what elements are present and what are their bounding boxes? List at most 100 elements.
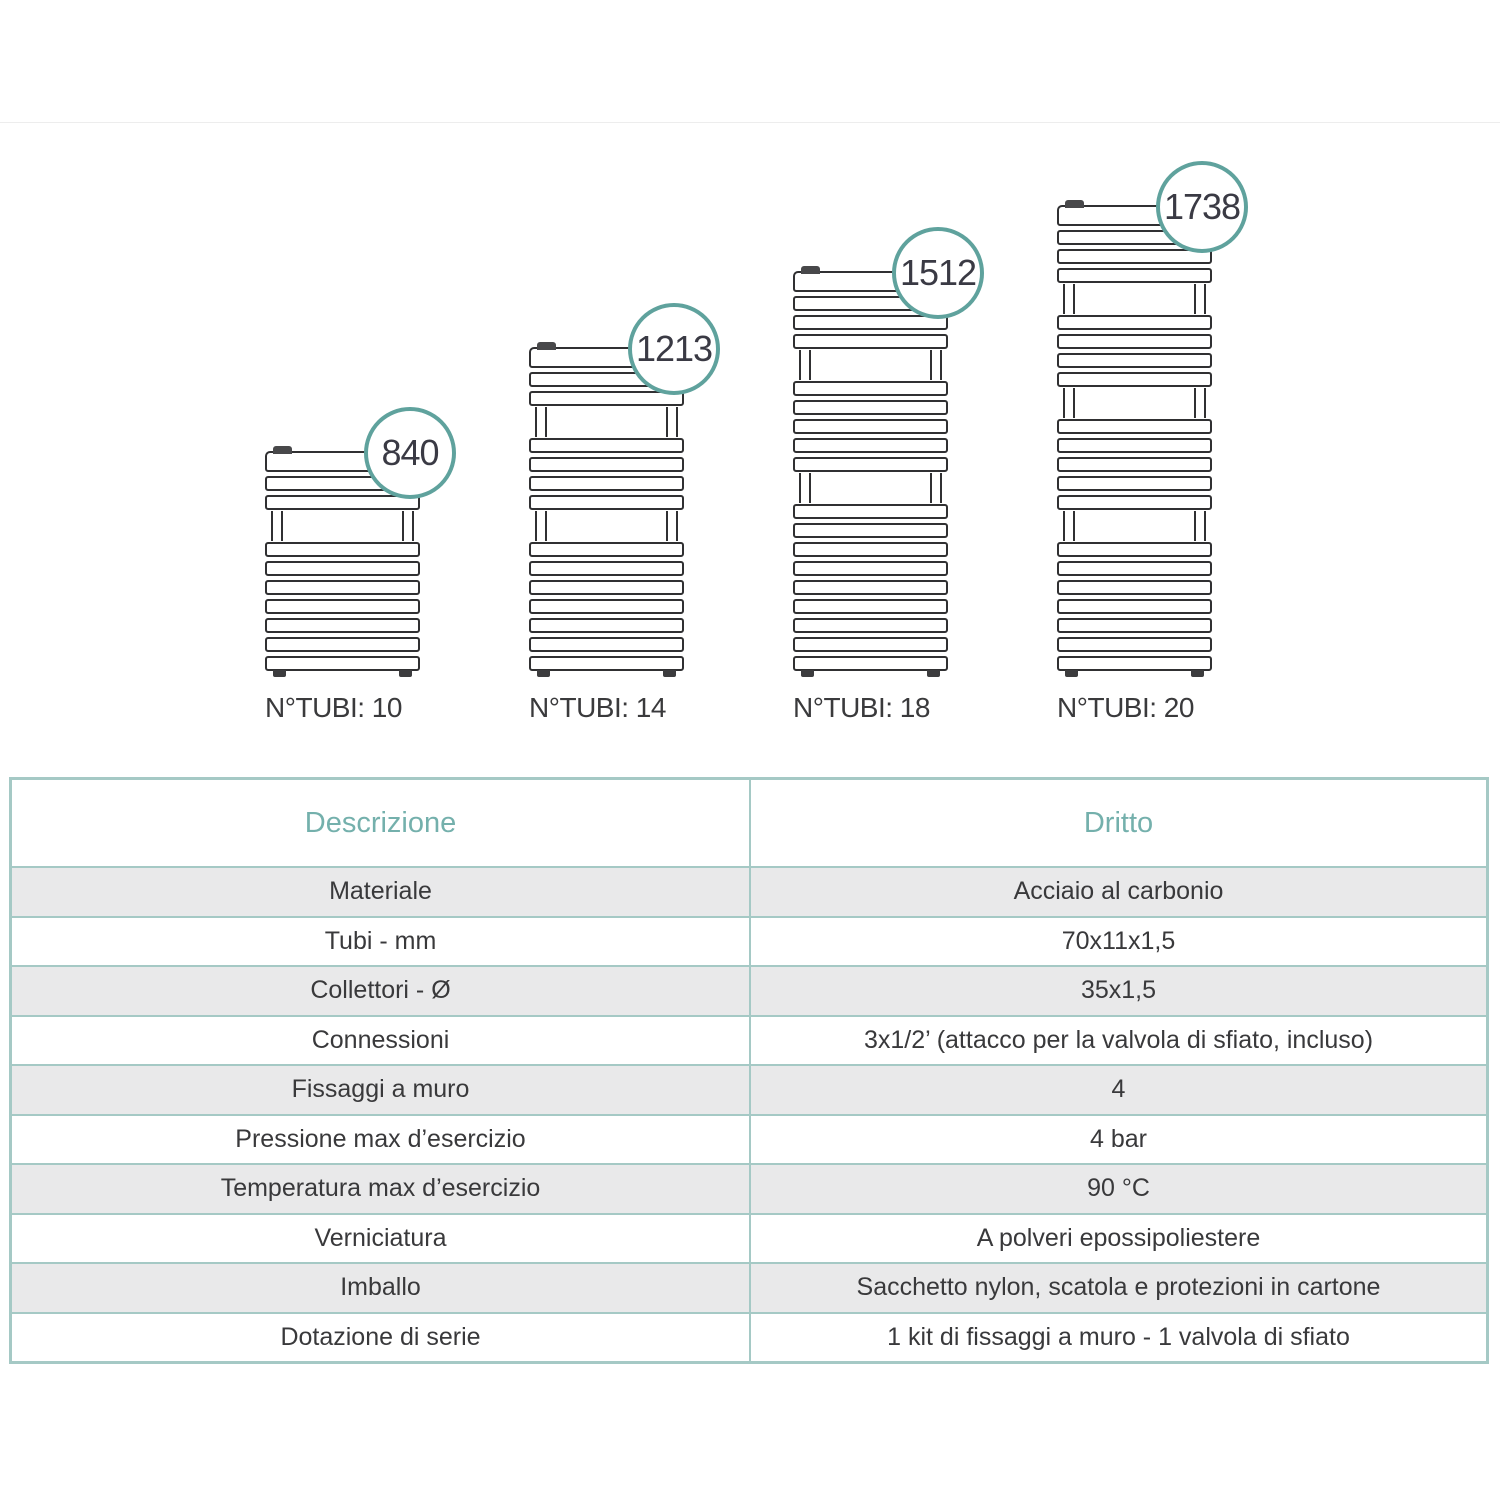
ntubi-label: N°TUBI: 18 bbox=[793, 692, 930, 723]
spec-row: Materiale Acciaio al carbonio bbox=[12, 866, 1486, 916]
tube bbox=[265, 561, 420, 576]
towel-gap bbox=[793, 350, 948, 380]
tube bbox=[265, 495, 420, 510]
tube bbox=[1057, 637, 1212, 652]
foot-right bbox=[1191, 670, 1204, 677]
tube bbox=[793, 637, 948, 652]
height-dimension-badge: 1738 bbox=[1156, 161, 1248, 253]
tube bbox=[793, 580, 948, 595]
col-header-dritto: Dritto bbox=[1083, 806, 1154, 839]
gap-post-right bbox=[666, 407, 678, 437]
spec-label: Collettori - Ø bbox=[12, 967, 751, 1015]
tube bbox=[793, 561, 948, 576]
tube bbox=[793, 457, 948, 472]
gap-post-right bbox=[1194, 284, 1206, 314]
tube bbox=[1057, 419, 1212, 434]
gap-post-right bbox=[402, 511, 414, 541]
tube bbox=[1057, 599, 1212, 614]
spec-row: Temperatura max d’esercizio 90 °C bbox=[12, 1163, 1486, 1213]
tube bbox=[1057, 334, 1212, 349]
radiator-figure: 1738 bbox=[1057, 161, 1248, 678]
spec-label: Temperatura max d’esercizio bbox=[12, 1165, 751, 1213]
height-dimension-badge: 1213 bbox=[628, 303, 720, 395]
gap-post-left bbox=[535, 407, 547, 437]
spec-value: Acciaio al carbonio bbox=[1013, 877, 1224, 906]
foot-left bbox=[537, 670, 550, 677]
col-header-descrizione: Descrizione bbox=[12, 780, 751, 866]
spec-row: Connessioni 3x1/2’ (attacco per la valvol… bbox=[12, 1014, 1486, 1064]
tube bbox=[529, 637, 684, 652]
tube bbox=[265, 542, 420, 557]
tube bbox=[529, 580, 684, 595]
tube bbox=[529, 656, 684, 671]
towel-gap bbox=[529, 407, 684, 437]
spec-label: Imballo bbox=[12, 1264, 751, 1312]
height-dimension-badge: 840 bbox=[364, 407, 456, 499]
tube bbox=[529, 495, 684, 510]
tube bbox=[793, 599, 948, 614]
spec-value: Sacchetto nylon, scatola e protezioni in… bbox=[856, 1273, 1381, 1302]
gap-post-right bbox=[1194, 388, 1206, 418]
gap-post-left bbox=[1063, 388, 1075, 418]
spec-label: Materiale bbox=[12, 868, 751, 916]
foot-left bbox=[273, 670, 286, 677]
gap-post-left bbox=[1063, 284, 1075, 314]
radiator-feet bbox=[1057, 670, 1212, 678]
spec-label: Fissaggi a muro bbox=[12, 1066, 751, 1114]
gap-post-left bbox=[271, 511, 283, 541]
gap-post-right bbox=[930, 350, 942, 380]
tube bbox=[265, 637, 420, 652]
foot-left bbox=[801, 670, 814, 677]
tube bbox=[793, 542, 948, 557]
towel-gap bbox=[793, 473, 948, 503]
gap-post-left bbox=[799, 473, 811, 503]
spec-row: Collettori - Ø 35x1,5 bbox=[12, 965, 1486, 1015]
spec-label: Pressione max d’esercizio bbox=[12, 1115, 751, 1163]
tube bbox=[1057, 656, 1212, 671]
spec-label: Dotazione di serie bbox=[12, 1313, 751, 1361]
tube bbox=[793, 523, 948, 538]
radiator-feet bbox=[265, 670, 420, 678]
tube bbox=[1057, 315, 1212, 330]
towel-gap bbox=[1057, 388, 1212, 418]
tube bbox=[1057, 353, 1212, 368]
air-valve-cap bbox=[273, 446, 292, 454]
spec-row: Imballo Sacchetto nylon, scatola e protez… bbox=[12, 1262, 1486, 1312]
radiator-feet bbox=[793, 670, 948, 678]
foot-right bbox=[663, 670, 676, 677]
foot-right bbox=[927, 670, 940, 677]
tube bbox=[1057, 268, 1212, 283]
spec-value: 90 °C bbox=[1087, 1174, 1150, 1203]
air-valve-cap bbox=[537, 342, 556, 350]
foot-right bbox=[399, 670, 412, 677]
tube bbox=[793, 504, 948, 519]
tube bbox=[793, 438, 948, 453]
tube bbox=[1057, 457, 1212, 472]
spec-value: A polveri epossipoliestere bbox=[976, 1223, 1261, 1252]
tube bbox=[1057, 542, 1212, 557]
spec-value: 35x1,5 bbox=[1080, 976, 1157, 1005]
radiator-figure: 1213 bbox=[529, 303, 720, 678]
spec-row: Verniciatura A polveri epossipoliestere bbox=[12, 1212, 1486, 1262]
tube bbox=[1057, 438, 1212, 453]
spec-row: Fissaggi a muro 4 bbox=[12, 1064, 1486, 1114]
tube bbox=[265, 580, 420, 595]
tube bbox=[529, 438, 684, 453]
tube bbox=[793, 334, 948, 349]
spec-table-body: Materiale Acciaio al carbonio Tubi - mm 70x… bbox=[12, 866, 1486, 1361]
spec-label: Tubi - mm bbox=[12, 917, 751, 965]
tube bbox=[1057, 580, 1212, 595]
radiator-figure: 840 bbox=[265, 407, 456, 678]
gap-post-left bbox=[1063, 511, 1075, 541]
radiator-figure: 1512 bbox=[793, 227, 984, 678]
height-dimension-badge: 1512 bbox=[892, 227, 984, 319]
tube bbox=[529, 542, 684, 557]
spec-value: 4 bar bbox=[1090, 1124, 1147, 1153]
ntubi-label: N°TUBI: 14 bbox=[529, 692, 666, 723]
tube bbox=[529, 561, 684, 576]
tube bbox=[1057, 476, 1212, 491]
ntubi-label: N°TUBI: 10 bbox=[265, 692, 402, 723]
tube bbox=[793, 400, 948, 415]
towel-gap bbox=[265, 511, 420, 541]
